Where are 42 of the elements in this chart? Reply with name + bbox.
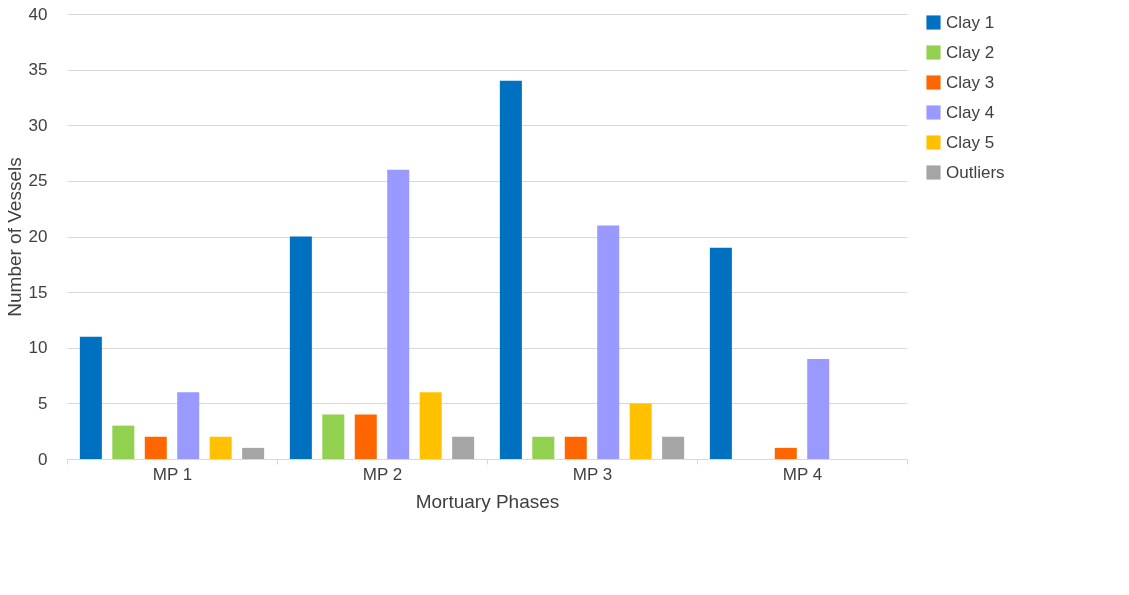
bar bbox=[662, 436, 685, 459]
y-tick-label: 25 bbox=[28, 171, 48, 191]
y-tick-label: 0 bbox=[38, 449, 48, 469]
legend-label: Clay 2 bbox=[946, 42, 995, 62]
y-axis-title: Number of Vessels bbox=[3, 157, 25, 317]
x-tick-label: MP 1 bbox=[152, 464, 193, 484]
y-tick-label: 5 bbox=[38, 393, 48, 413]
bar bbox=[177, 392, 200, 459]
bar bbox=[242, 447, 265, 459]
x-tick-label: MP 4 bbox=[782, 464, 823, 484]
legend-label: Clay 5 bbox=[946, 132, 995, 152]
bar bbox=[774, 447, 797, 459]
bar bbox=[209, 436, 232, 459]
legend-label: Clay 3 bbox=[946, 72, 995, 92]
bar bbox=[419, 392, 442, 459]
bar bbox=[354, 414, 377, 459]
legend-label: Clay 1 bbox=[946, 12, 995, 32]
y-tick-label: 40 bbox=[28, 4, 48, 24]
legend-label: Outliers bbox=[946, 162, 1005, 182]
bar bbox=[709, 247, 732, 459]
y-tick-label: 30 bbox=[28, 115, 48, 135]
bar bbox=[564, 436, 587, 459]
bar bbox=[289, 236, 312, 459]
x-tick-label: MP 3 bbox=[572, 464, 613, 484]
legend-label: Clay 4 bbox=[946, 102, 995, 122]
x-tick-label: MP 2 bbox=[362, 464, 403, 484]
x-axis-title: Mortuary Phases bbox=[415, 490, 560, 512]
bar bbox=[629, 403, 652, 459]
y-tick-label: 20 bbox=[28, 227, 48, 246]
y-tick-label: 15 bbox=[28, 282, 48, 302]
y-tick-label: 10 bbox=[28, 338, 48, 358]
bar bbox=[807, 358, 830, 459]
bar bbox=[452, 436, 475, 459]
bar bbox=[597, 225, 620, 459]
bar bbox=[532, 436, 555, 459]
bar bbox=[322, 414, 345, 459]
bar bbox=[144, 436, 167, 459]
y-tick-label: 35 bbox=[28, 60, 48, 80]
bar bbox=[387, 169, 410, 459]
bar bbox=[112, 425, 135, 459]
bar bbox=[499, 80, 522, 459]
bar bbox=[79, 336, 102, 459]
